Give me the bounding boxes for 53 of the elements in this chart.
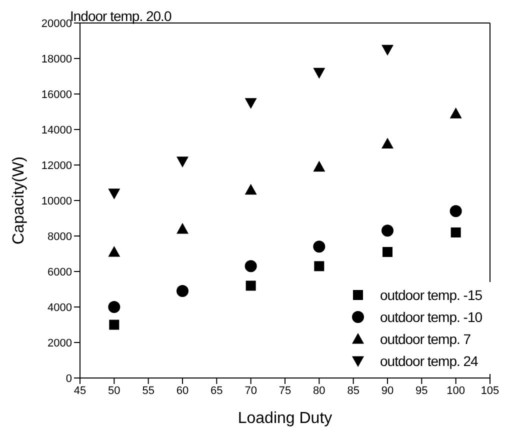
point xyxy=(382,44,394,56)
point xyxy=(313,68,326,79)
point xyxy=(176,285,188,298)
legend-label: outdoor temp. -10 xyxy=(380,309,482,325)
point xyxy=(450,205,462,218)
point xyxy=(108,188,120,200)
x-tick-label: 105 xyxy=(480,384,500,397)
x-tick-label: 60 xyxy=(176,384,189,397)
y-tick-label: 0 xyxy=(66,372,72,385)
y-tick-label: 16000 xyxy=(41,88,72,101)
x-tick-label: 70 xyxy=(244,384,257,397)
x-tick-label: 95 xyxy=(416,384,428,397)
x-tick-label: 45 xyxy=(74,384,86,397)
point xyxy=(176,222,188,234)
y-tick-label: 6000 xyxy=(48,266,72,278)
x-tick-label: 65 xyxy=(210,384,223,397)
y-tick-label: 18000 xyxy=(41,53,72,66)
point xyxy=(382,224,394,237)
point xyxy=(108,246,120,257)
y-axis-title: Capacity(W) xyxy=(10,156,28,245)
legend-label: outdoor temp. -15 xyxy=(380,287,482,303)
x-tick-label: 50 xyxy=(108,384,120,397)
point xyxy=(313,240,326,253)
point xyxy=(244,184,257,195)
chart-title: Indoor temp. 20.0 xyxy=(70,8,172,24)
y-tick-label: 8000 xyxy=(48,230,72,243)
x-tick-label: 75 xyxy=(278,384,292,397)
x-tick-label: 100 xyxy=(446,384,466,397)
y-tick-label: 14000 xyxy=(41,124,72,136)
point xyxy=(450,227,461,238)
point xyxy=(314,261,324,272)
y-tick-label: 20000 xyxy=(41,18,72,30)
legend-label: outdoor temp. 24 xyxy=(380,353,478,369)
point xyxy=(109,320,120,330)
y-tick-label: 2000 xyxy=(48,337,72,350)
x-tick-label: 85 xyxy=(347,384,360,397)
y-tick-label: 12000 xyxy=(41,160,72,172)
y-tick-label: 4000 xyxy=(48,302,72,314)
x-tick-label: 80 xyxy=(313,384,326,397)
legend-label: outdoor temp. 7 xyxy=(380,331,471,347)
point xyxy=(244,98,257,109)
point xyxy=(450,108,462,118)
point xyxy=(176,156,188,168)
point xyxy=(108,301,120,313)
y-tick-label: 10000 xyxy=(41,195,72,208)
point xyxy=(313,160,326,172)
point xyxy=(246,280,256,291)
x-tick-label: 90 xyxy=(381,384,394,397)
x-tick-label: 55 xyxy=(142,384,154,397)
point xyxy=(382,246,392,257)
x-axis-title: Loading Duty xyxy=(238,410,332,427)
point xyxy=(244,260,257,272)
point xyxy=(382,138,394,148)
